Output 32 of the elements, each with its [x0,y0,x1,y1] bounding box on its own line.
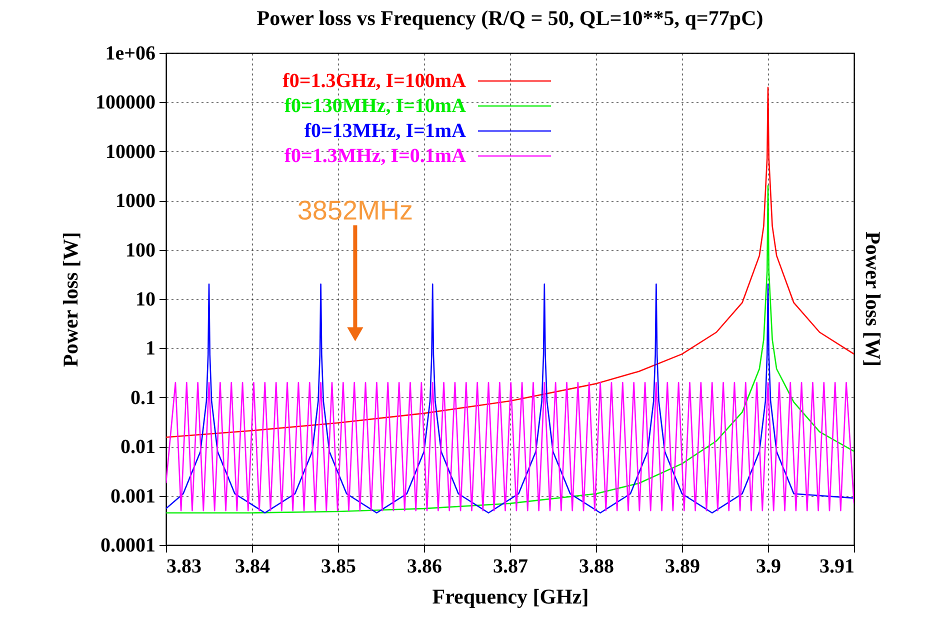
y-tick-label: 10000 [106,140,156,163]
y-tick-label: 0.0001 [100,534,156,556]
x-tick-label: 3.83 [166,556,202,578]
y-tick-label: 0.01 [120,436,156,458]
y-tick-label: 100000 [96,92,156,114]
x-tick-label: 3.85 [321,556,356,578]
x-tick-label: 3.87 [493,556,528,578]
x-tick-label: 3.88 [579,556,614,578]
y-tick-label: 10 [136,288,156,310]
y-tick-label: 1000 [116,190,156,212]
x-tick-label: 3.89 [665,556,700,578]
legend-label: f0=130MHz, I=10mA [284,95,467,117]
y2-axis-title: Power loss [W] [861,232,885,366]
y-axis-title: Power loss [W] [58,232,82,367]
line-series [166,284,854,514]
x-tick-label: 3.9 [756,556,781,578]
legend-label: f0=13MHz, I=1mA [304,120,467,142]
x-axis-title: Frequency [GHz] [432,584,589,608]
annotation: 3852MHz [297,195,413,226]
legend-label: f0=1.3MHz, I=0.1mA [284,145,467,167]
y-tick-label: 0.1 [130,386,156,409]
x-tick-label: 3.86 [407,556,442,578]
line-series [166,185,854,514]
y-tick-label: 1 [146,338,156,360]
x-tick-label: 3.84 [235,556,270,578]
y-tick-label: 0.001 [110,485,156,508]
x-tick-label: 3.91 [820,556,854,578]
y-tick-label: 100 [126,239,156,262]
chart-title: Power loss vs Frequency (R/Q = 50, QL=10**5, q=77pC) [256,6,764,30]
y-tick-label: 1e+06 [105,42,156,64]
line-series [166,382,854,512]
legend-label: f0=1.3GHz, I=100mA [282,70,467,92]
